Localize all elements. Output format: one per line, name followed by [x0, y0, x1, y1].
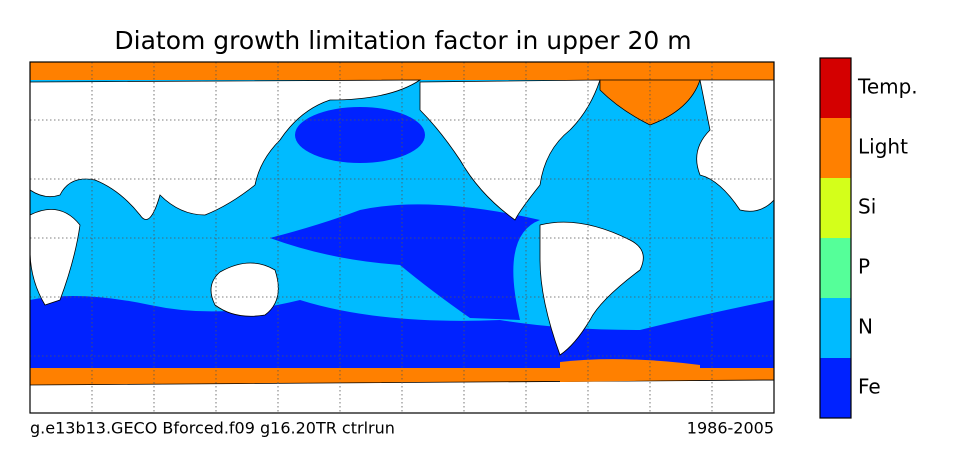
antarctica	[30, 379, 774, 413]
europe-east	[696, 79, 774, 212]
weddell-light	[560, 359, 700, 382]
eurasia	[30, 79, 422, 220]
colorbar-frame	[819, 57, 852, 419]
map-frame	[29, 61, 775, 414]
colorbar-label: Fe	[858, 375, 881, 399]
colorbar-segment	[820, 118, 851, 178]
map-title: Diatom growth limitation factor in upper…	[114, 26, 691, 55]
colorbar-label: Temp.	[857, 75, 918, 99]
colorbar-label: N	[858, 315, 873, 339]
colorbar-segment	[820, 238, 851, 298]
map	[30, 62, 774, 413]
north-america	[419, 79, 601, 221]
footer-right: 1986-2005	[687, 419, 774, 438]
colorbar-segment	[820, 298, 851, 358]
colorbar: Temp. Light Si P N Fe	[819, 57, 918, 419]
grid	[30, 62, 774, 413]
australia	[210, 262, 279, 317]
footer-left: g.e13b13.GECO Bforced.f09 g16.20TR ctrlr…	[30, 419, 395, 438]
colorbar-segment	[820, 358, 851, 418]
colorbar-segment	[820, 58, 851, 118]
south-america	[539, 221, 644, 356]
colorbar-label: P	[858, 255, 870, 279]
pacific-fe	[270, 204, 540, 320]
colorbar-segment	[820, 178, 851, 238]
colorbar-label: Light	[858, 135, 908, 159]
colorbar-label: Si	[858, 195, 876, 219]
north-pacific-fe	[295, 107, 425, 163]
africa	[30, 208, 81, 306]
